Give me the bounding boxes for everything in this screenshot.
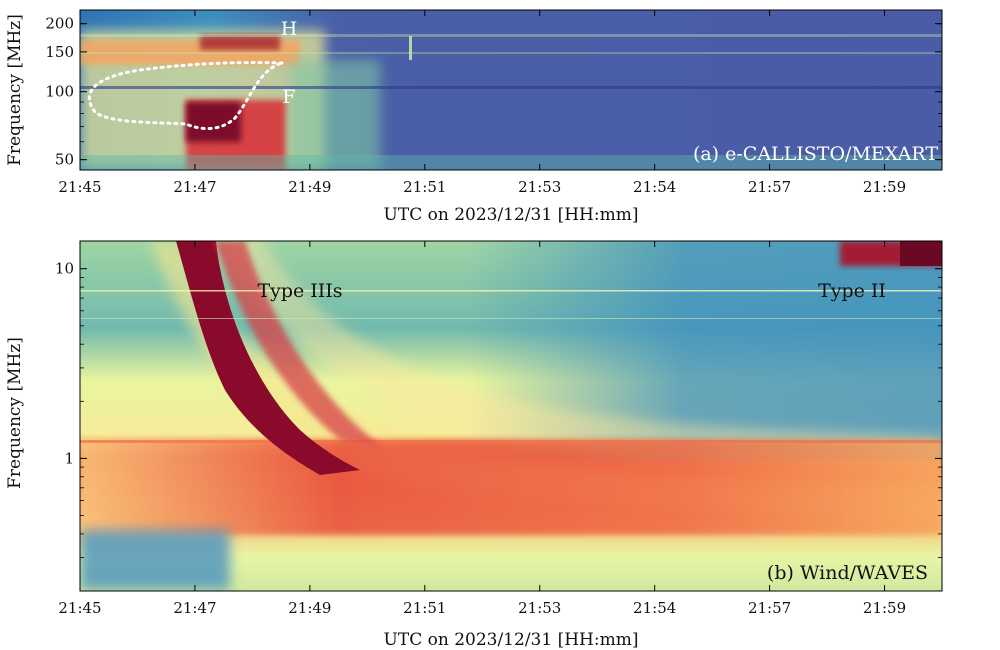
panel-a-x-tick-label: 21:53 bbox=[518, 178, 561, 196]
panel-b-frame bbox=[79, 240, 943, 592]
panel-a-x-axis-title: UTC on 2023/12/31 [HH:mm] bbox=[384, 205, 639, 225]
panel-b-y-tick-label: 10 bbox=[55, 260, 74, 278]
panel-b-y-axis-title: Frequency [MHz] bbox=[5, 337, 25, 489]
type-ii-label: Type II bbox=[818, 280, 886, 302]
panel-b-label: (b) Wind/WAVES bbox=[767, 562, 928, 584]
panel-a-x-tick-label: 21:51 bbox=[403, 178, 446, 196]
panel-b-x-tick-label: 21:54 bbox=[633, 599, 676, 617]
panel-b-x-axis-title: UTC on 2023/12/31 [HH:mm] bbox=[384, 630, 639, 650]
panel-b-x-tick-label: 21:47 bbox=[173, 599, 216, 617]
panel-b-y-tick-label: 1 bbox=[64, 449, 74, 467]
panel-b-x-tick-label: 21:49 bbox=[288, 599, 331, 617]
panel-a-spectrogram bbox=[80, 10, 942, 170]
panel-a-y-tick-label: 100 bbox=[45, 83, 74, 101]
panel-b-x-tick-label: 21:51 bbox=[403, 599, 446, 617]
panel-b-x-tick-label: 21:45 bbox=[58, 599, 101, 617]
panel-a-frame bbox=[79, 9, 943, 171]
panel-a-y-tick-label: 200 bbox=[45, 15, 74, 33]
panel-b-x-tick-label: 21:53 bbox=[518, 599, 561, 617]
panel-a-x-tick-label: 21:54 bbox=[633, 178, 676, 196]
panel-a-y-tick-label: 150 bbox=[45, 43, 74, 61]
panel-a-x-tick-label: 21:49 bbox=[288, 178, 331, 196]
panel-a-x-tick-label: 21:57 bbox=[748, 178, 791, 196]
fundamental-outline bbox=[88, 61, 284, 130]
fundamental-label: F bbox=[282, 86, 295, 108]
panel-a-y-axis-title: Frequency [MHz] bbox=[5, 14, 25, 166]
panel-a-y-tick-label: 50 bbox=[55, 151, 74, 169]
panel-b-spectrogram bbox=[80, 241, 942, 591]
type-iii-label: Type IIIs bbox=[257, 280, 342, 302]
panel-b-x-tick-label: 21:57 bbox=[748, 599, 791, 617]
panel-b-x-tick-label: 21:59 bbox=[863, 599, 906, 617]
harmonic-label: H bbox=[281, 18, 298, 40]
panel-a-x-tick-label: 21:59 bbox=[863, 178, 906, 196]
panel-a-x-tick-label: 21:45 bbox=[58, 178, 101, 196]
panel-a-label: (a) e-CALLISTO/MEXART bbox=[693, 143, 938, 165]
panel-a-x-tick-label: 21:47 bbox=[173, 178, 216, 196]
